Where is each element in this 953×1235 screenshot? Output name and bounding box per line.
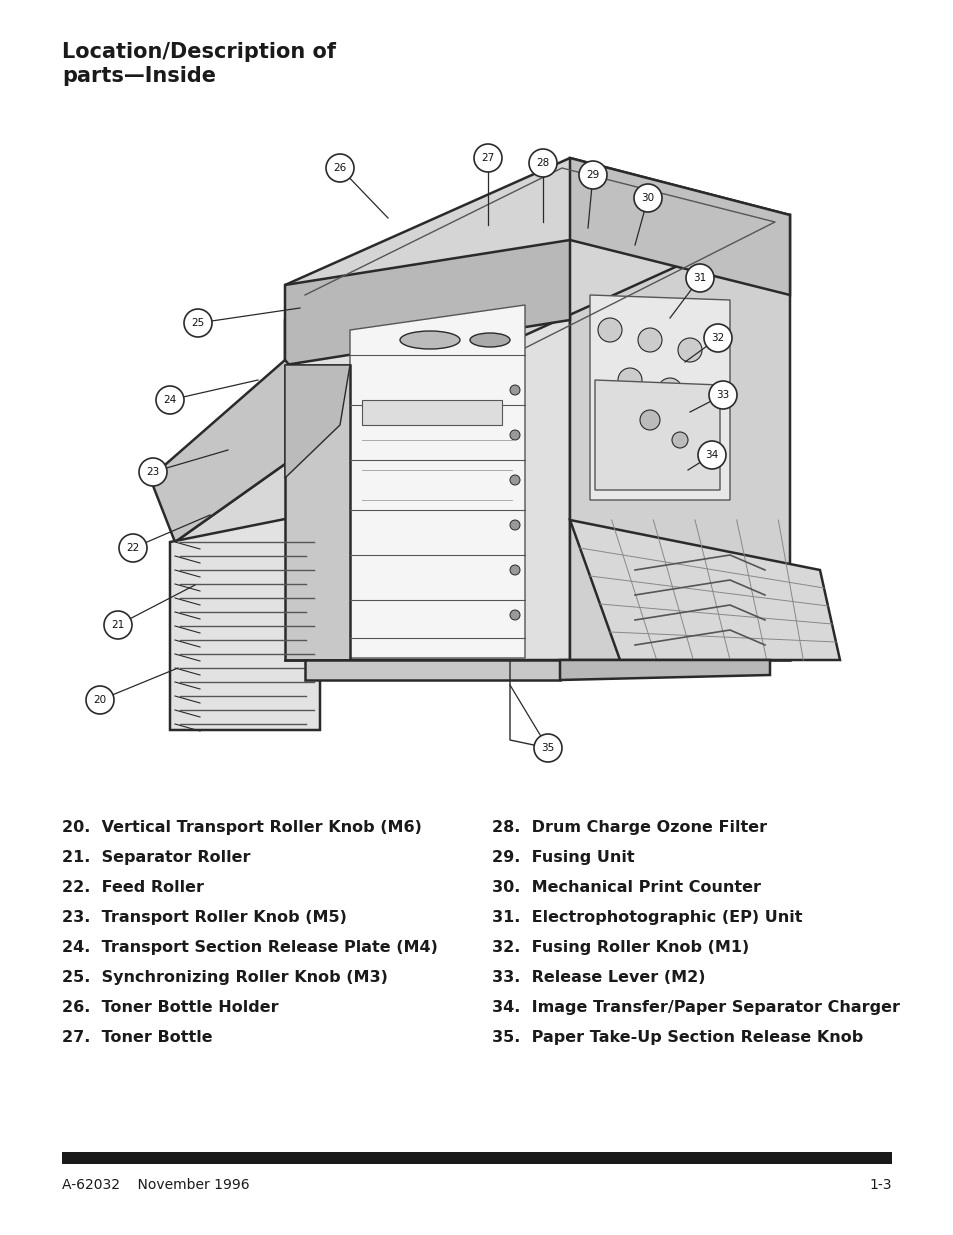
Text: 30.  Mechanical Print Counter: 30. Mechanical Print Counter [492,881,760,895]
Text: 28: 28 [536,158,549,168]
Polygon shape [285,158,789,342]
Circle shape [658,378,681,403]
Circle shape [618,368,641,391]
Text: 22: 22 [126,543,139,553]
Circle shape [708,382,737,409]
Text: 31.  Electrophotographic (EP) Unit: 31. Electrophotographic (EP) Unit [492,910,801,925]
Polygon shape [285,366,350,478]
Circle shape [698,441,725,469]
Circle shape [510,564,519,576]
Circle shape [598,317,621,342]
Text: 34: 34 [704,450,718,459]
Text: 26.  Toner Bottle Holder: 26. Toner Bottle Holder [62,1000,278,1015]
Circle shape [703,324,731,352]
Circle shape [634,184,661,212]
Circle shape [326,154,354,182]
Polygon shape [285,290,569,659]
Polygon shape [559,659,769,680]
Polygon shape [285,240,569,366]
Ellipse shape [399,331,459,350]
Text: 34.  Image Transfer/Paper Separator Charger: 34. Image Transfer/Paper Separator Charg… [492,1000,899,1015]
Text: 21.  Separator Roller: 21. Separator Roller [62,850,251,864]
Text: 32: 32 [711,333,724,343]
Circle shape [86,685,113,714]
Text: 31: 31 [693,273,706,283]
Circle shape [678,338,701,362]
Text: 1-3: 1-3 [868,1178,891,1192]
Polygon shape [595,380,720,490]
Text: 29: 29 [586,170,599,180]
Text: 22.  Feed Roller: 22. Feed Roller [62,881,204,895]
Text: 27.  Toner Bottle: 27. Toner Bottle [62,1030,213,1045]
Text: 21: 21 [112,620,125,630]
Text: 26: 26 [333,163,346,173]
Polygon shape [174,425,339,659]
Polygon shape [569,215,789,659]
Polygon shape [285,366,350,659]
Text: 20: 20 [93,695,107,705]
Text: 32.  Fusing Roller Knob (M1): 32. Fusing Roller Knob (M1) [492,940,748,955]
Text: 35.  Paper Take-Up Section Release Knob: 35. Paper Take-Up Section Release Knob [492,1030,862,1045]
Text: 35: 35 [540,743,554,753]
Polygon shape [569,520,840,659]
Text: 23.  Transport Roller Knob (M5): 23. Transport Roller Knob (M5) [62,910,347,925]
Text: 30: 30 [640,193,654,203]
Text: 20.  Vertical Transport Roller Knob (M6): 20. Vertical Transport Roller Knob (M6) [62,820,421,835]
Circle shape [119,534,147,562]
Circle shape [139,458,167,487]
Circle shape [529,149,557,177]
Circle shape [638,329,661,352]
Text: Location/Description of: Location/Description of [62,42,335,62]
Text: 23: 23 [146,467,159,477]
Bar [62,1152,891,1165]
Text: 33: 33 [716,390,729,400]
Circle shape [671,432,687,448]
Polygon shape [569,158,789,295]
Circle shape [639,410,659,430]
Text: parts—Inside: parts—Inside [62,65,215,86]
Circle shape [510,475,519,485]
Text: 25: 25 [192,317,204,329]
Text: A-62032    November 1996: A-62032 November 1996 [62,1178,250,1192]
Text: 29.  Fusing Unit: 29. Fusing Unit [492,850,634,864]
Polygon shape [350,305,524,658]
Text: 25.  Synchronizing Roller Knob (M3): 25. Synchronizing Roller Knob (M3) [62,969,388,986]
Text: 27: 27 [481,153,494,163]
Circle shape [510,430,519,440]
Circle shape [104,611,132,638]
Circle shape [510,610,519,620]
Circle shape [510,520,519,530]
Text: 33.  Release Lever (M2): 33. Release Lever (M2) [492,969,705,986]
Bar [361,400,501,425]
Circle shape [534,734,561,762]
Circle shape [510,385,519,395]
Circle shape [474,144,501,172]
Circle shape [184,309,212,337]
Polygon shape [305,659,559,680]
Text: 28.  Drum Charge Ozone Filter: 28. Drum Charge Ozone Filter [492,820,766,835]
Polygon shape [170,513,319,730]
Text: 24.  Transport Section Release Plate (M4): 24. Transport Section Release Plate (M4) [62,940,437,955]
Circle shape [578,161,606,189]
Ellipse shape [470,333,510,347]
Text: 24: 24 [163,395,176,405]
Polygon shape [589,295,729,500]
Polygon shape [150,359,339,542]
Circle shape [156,387,184,414]
Circle shape [685,264,713,291]
